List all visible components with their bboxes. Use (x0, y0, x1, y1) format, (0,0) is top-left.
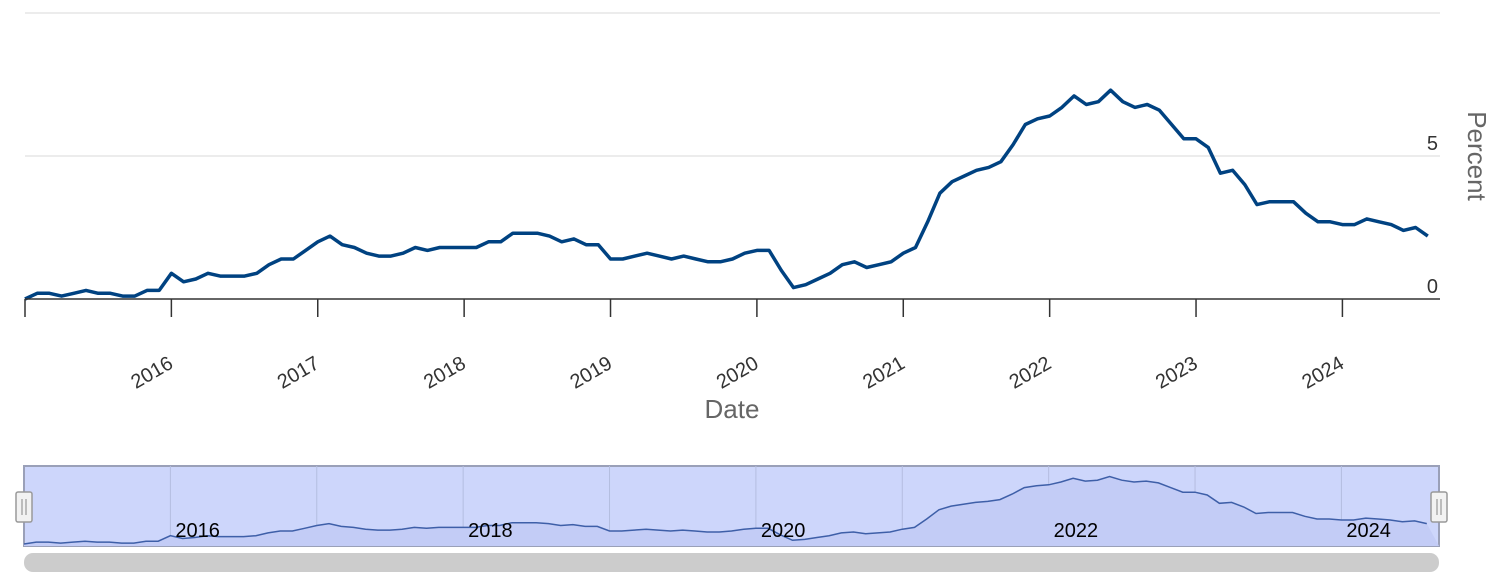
x-tick-label: 2023 (1152, 352, 1202, 393)
range-navigator[interactable]: 2016 2018 2020 2022 2024 (15, 465, 1448, 547)
x-tick-label: 2021 (859, 352, 909, 393)
x-tick-label: 2017 (274, 352, 324, 393)
x-tick-label: 2019 (566, 352, 616, 393)
navigator-labels: 2016 2018 2020 2022 2024 (175, 520, 1391, 542)
y-tick-label: 0 (1427, 276, 1438, 298)
navigator-right-handle[interactable] (1430, 491, 1448, 523)
navigator-label: 2018 (468, 520, 513, 542)
handle-body[interactable] (15, 491, 33, 523)
y-axis-ticks: 05 (1427, 133, 1438, 298)
x-axis-title: Date (705, 394, 760, 424)
navigator-left-handle[interactable] (15, 491, 33, 523)
navigator-label: 2020 (761, 520, 806, 542)
series-line (24, 88, 1429, 301)
x-tick-label: 2022 (1006, 352, 1056, 393)
navigator-line (23, 475, 1427, 545)
scrollbar[interactable] (24, 553, 1439, 572)
x-axis-ticks: 2016 2017 2018 2019 2020 2021 2022 2023 2024 (24, 299, 1348, 394)
x-tick-label: 2020 (713, 352, 763, 393)
x-tick-label: 2018 (420, 352, 470, 393)
navigator-label: 2022 (1054, 520, 1099, 542)
x-tick-label: 2024 (1298, 352, 1348, 393)
gridlines (25, 12, 1440, 157)
x-tick-label: 2016 (127, 352, 177, 393)
navigator-area (24, 476, 1439, 546)
y-axis-title: Percent (1462, 111, 1488, 201)
navigator-label: 2024 (1346, 520, 1391, 542)
navigator-label: 2016 (175, 520, 220, 542)
handle-body[interactable] (1430, 491, 1448, 523)
y-tick-label: 5 (1427, 133, 1438, 155)
